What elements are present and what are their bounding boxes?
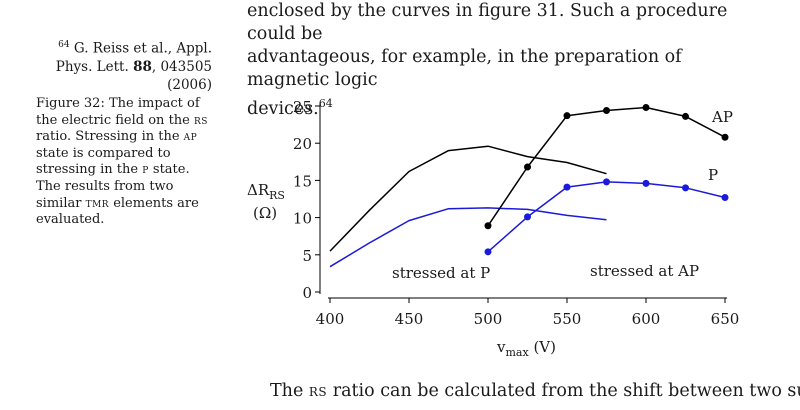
x-tick-label: 500 — [474, 310, 503, 328]
x-axis-label: vmax (V) — [496, 338, 556, 359]
caption-smallcaps: tmr — [85, 195, 110, 211]
caption-text: Figure 32: The impact of the electric fi… — [36, 96, 200, 128]
body-paragraph-top: enclosed by the curves in figure 31. Suc… — [247, 0, 767, 121]
y-tick-label: 0 — [302, 284, 312, 302]
sidenote-volume: 88 — [133, 58, 152, 75]
caption-text: ratio. Stressing in the — [36, 129, 184, 145]
data-point — [642, 179, 650, 187]
label-p-series: P — [708, 166, 718, 184]
data-point — [603, 106, 610, 114]
data-point — [524, 213, 531, 221]
sidenote-pages-year: , 043505 (2006) — [151, 58, 212, 93]
data-point — [563, 112, 571, 120]
annotation-stressed-at-p: stressed at P — [392, 264, 490, 282]
data-point — [721, 133, 729, 141]
label-ap-series: AP — [711, 108, 733, 126]
chart-labels-layer: stressed at P stressed at AP AP P ΔRRS (… — [247, 108, 733, 359]
data-point — [524, 163, 531, 171]
series-line-3 — [487, 181, 726, 253]
data-point — [642, 103, 650, 111]
y-axis-label: ΔRRS — [247, 181, 285, 202]
caption-text: state is compared to stressing in the — [36, 145, 171, 178]
caption-smallcaps: p — [142, 162, 149, 178]
body-line: devices.64 — [247, 92, 767, 121]
caption-smallcaps: ap — [183, 129, 198, 145]
x-tick-label: 450 — [395, 310, 424, 328]
data-point — [603, 178, 610, 186]
y-tick-label: 25 — [293, 98, 312, 116]
body-text: The — [270, 381, 309, 401]
y-tick-label: 10 — [293, 210, 312, 228]
data-point — [721, 194, 729, 202]
y-tick-label: 20 — [293, 135, 312, 153]
series-line-1 — [329, 207, 607, 268]
y-axis-unit: (Ω) — [253, 204, 277, 222]
x-tick-label: 650 — [711, 310, 740, 328]
caption-text: elements are evaluated. — [36, 195, 199, 228]
x-tick-label: 550 — [553, 310, 582, 328]
data-point — [682, 112, 689, 120]
data-point — [484, 222, 492, 230]
sidenote-reference: 64 G. Reiss et al., Appl. Phys. Lett. 88… — [20, 36, 212, 94]
series-line-0 — [329, 145, 607, 252]
caption-smallcaps: rs — [194, 112, 208, 128]
x-tick-label: 600 — [632, 310, 661, 328]
footnote-ref-link[interactable]: 64 — [318, 97, 333, 110]
annotation-stressed-at-ap: stressed at AP — [590, 262, 699, 280]
body-line: advantageous, for example, in the prepar… — [247, 47, 682, 90]
chart-series-layer — [329, 103, 729, 268]
body-smallcaps: rs — [308, 381, 328, 401]
body-paragraph-bottom: The rs ratio can be calculated from the … — [270, 380, 800, 403]
caption-text: state. The results from two similar — [36, 162, 190, 211]
sidenote-journal: Phys. Lett. — [55, 58, 129, 75]
figure-caption: Figure 32: The impact of the electric fi… — [36, 96, 214, 229]
y-tick-label: 5 — [302, 247, 312, 265]
series-line-2 — [487, 106, 726, 227]
sidenote-number: 64 — [58, 40, 70, 50]
body-line-text: devices. — [247, 98, 319, 119]
data-point — [682, 184, 689, 192]
chart-axes: 0 5 10 15 20 25 400 450 500 550 600 650 — [293, 98, 739, 328]
data-point — [484, 248, 492, 256]
body-line: enclosed by the curves in figure 31. Suc… — [247, 1, 728, 44]
x-tick-label: 400 — [316, 310, 345, 328]
body-text: ratio can be calculated from the shift b… — [327, 381, 800, 401]
sidenote-authors: G. Reiss et al., Appl. — [73, 40, 212, 57]
data-point — [563, 183, 571, 191]
y-tick-label: 15 — [293, 172, 312, 190]
